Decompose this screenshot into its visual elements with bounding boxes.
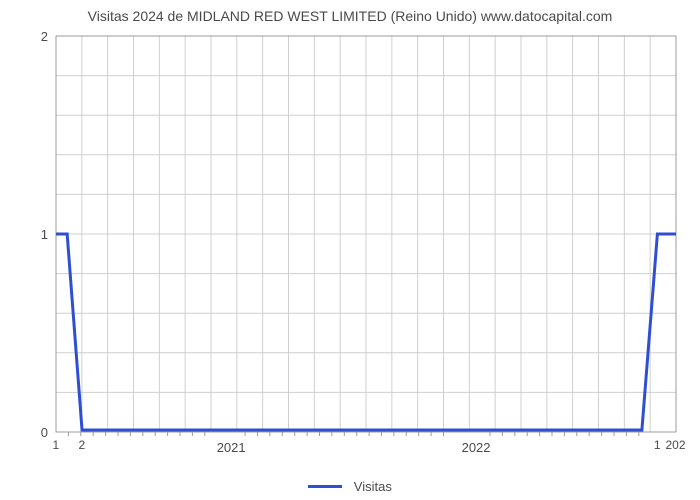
chart-container: { "chart": { "type": "line", "title": "V… [0, 0, 700, 500]
x-axis-edge-label: 1 [53, 438, 60, 452]
chart-title: Visitas 2024 de MIDLAND RED WEST LIMITED… [0, 8, 700, 24]
x-axis-edge-label: 2 [79, 438, 86, 452]
x-axis-edge-label: 202 [666, 438, 686, 452]
legend-label: Visitas [354, 479, 392, 494]
x-axis-edge-label: 1 [654, 438, 661, 452]
y-axis-label: 0 [41, 425, 48, 440]
chart-legend: Visitas [0, 478, 700, 494]
y-axis-label: 2 [41, 29, 48, 44]
x-axis-label: 2021 [217, 440, 246, 455]
y-axis-label: 1 [41, 227, 48, 242]
legend-swatch [308, 485, 342, 488]
chart-plot [55, 35, 677, 443]
x-axis-label: 2022 [462, 440, 491, 455]
